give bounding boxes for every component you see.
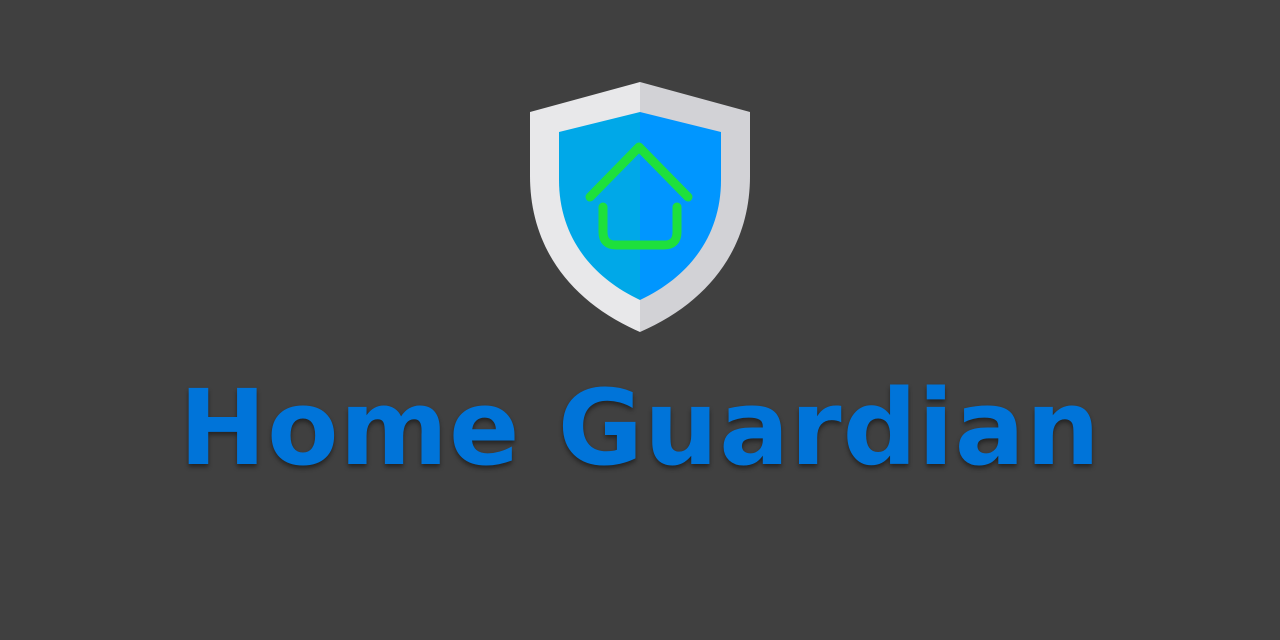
house-body [598, 202, 682, 250]
house-roof [585, 142, 693, 202]
app-title: Home Guardian [179, 367, 1101, 489]
shield-home-icon [529, 80, 751, 334]
